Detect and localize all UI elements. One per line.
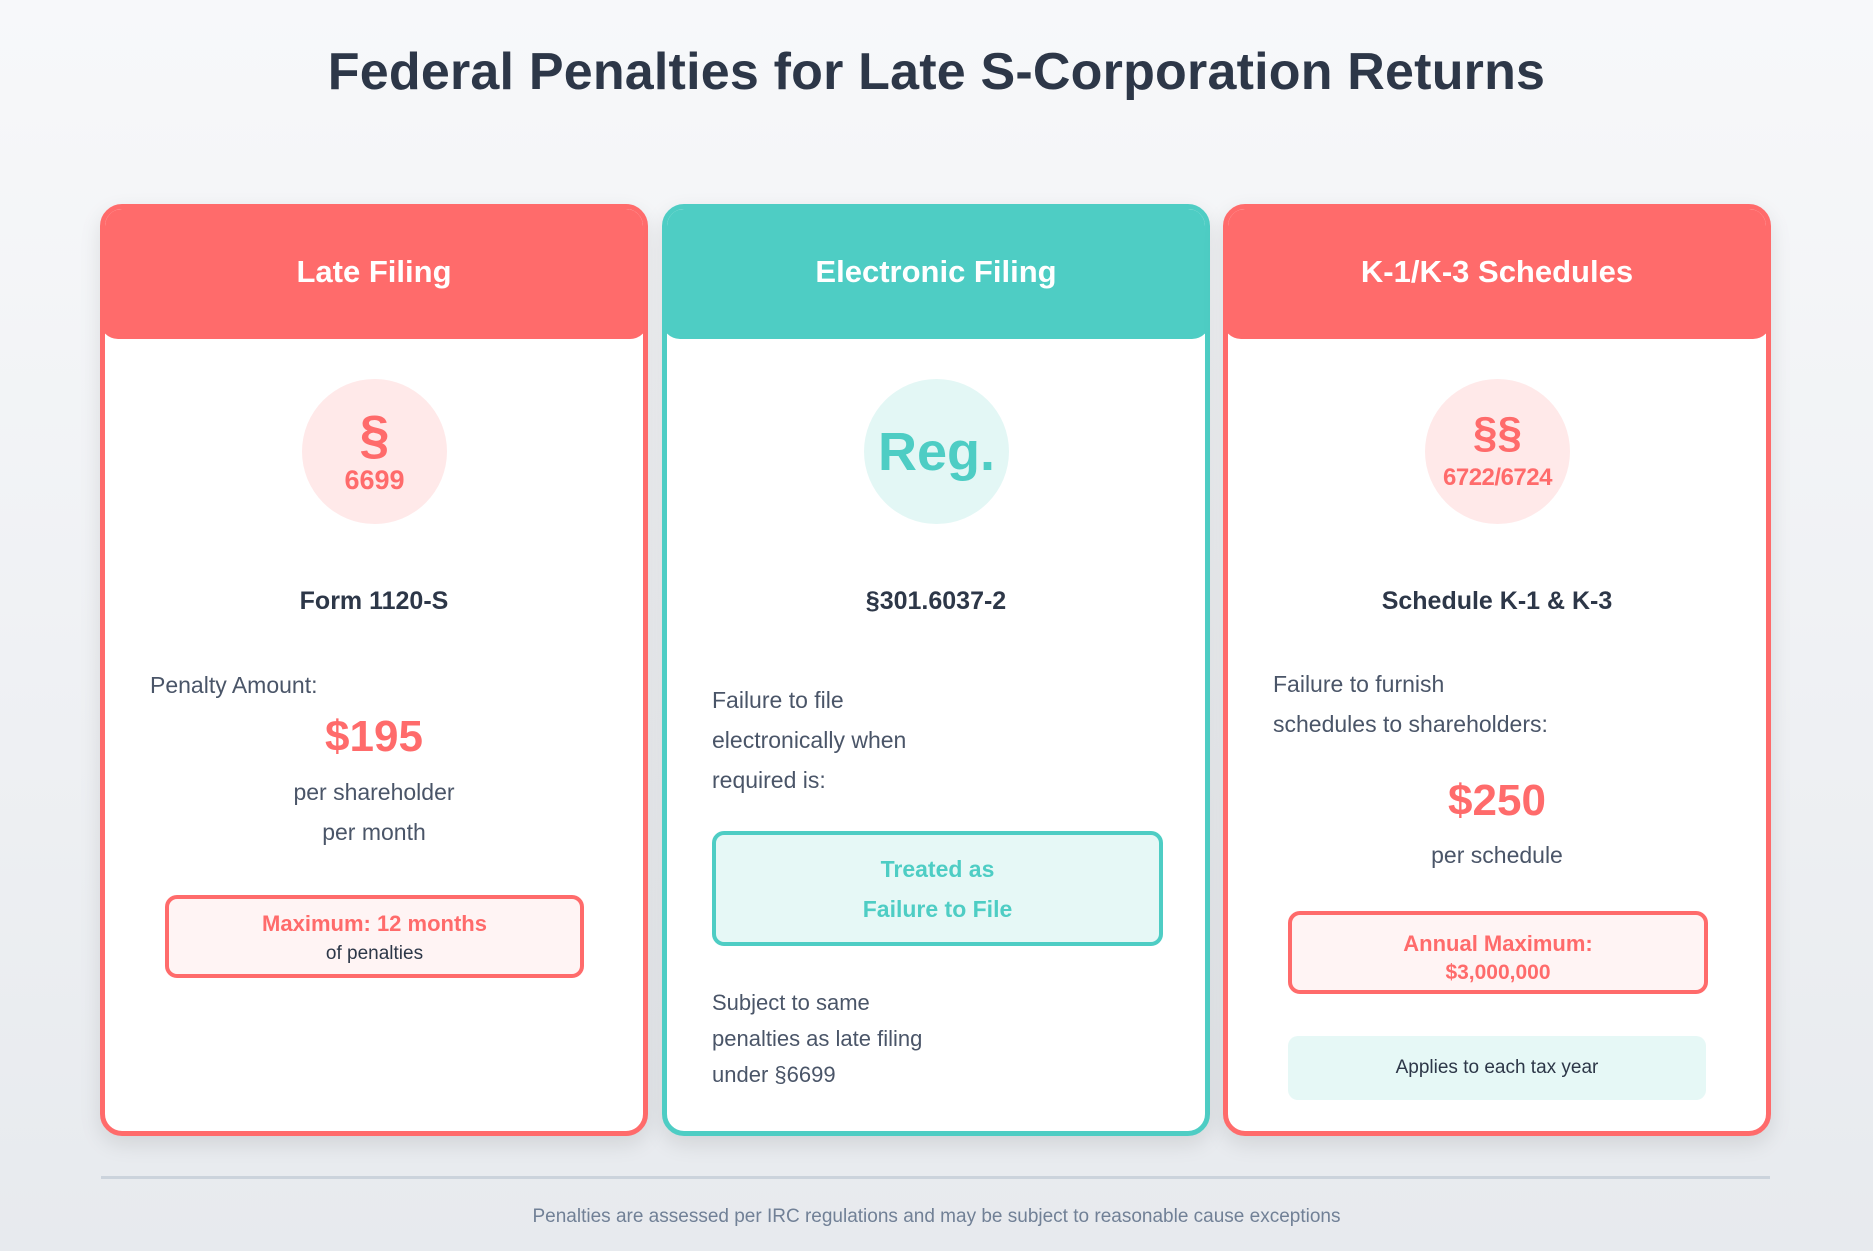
tax-year-note: Applies to each tax year	[1288, 1036, 1706, 1100]
electronic-filing-card: Electronic Filing Reg. §301.6037-2 Failu…	[662, 204, 1210, 1136]
regulation-text: Reg.	[877, 421, 996, 482]
late-filing-card: Late Filing § 6699 Form 1120-S Penalty A…	[100, 204, 648, 1136]
footer-note: Penalties are assessed per IRC regulatio…	[532, 1206, 1341, 1227]
description-line: required is:	[712, 767, 826, 793]
description-line: electronically when	[712, 727, 907, 753]
penalty-unit-line2: per month	[322, 819, 426, 845]
annual-maximum-box: Annual Maximum: $3,000,000	[1288, 911, 1708, 994]
note: Subject to same penalties as late filing…	[712, 985, 922, 1093]
maximum-label: Maximum: 12 months	[262, 911, 487, 936]
card-header: Late Filing	[105, 209, 643, 339]
maximum-box: Maximum: 12 months of penalties	[165, 895, 584, 978]
card-subtitle: Schedule K-1 & K-3	[1381, 587, 1613, 615]
treated-as-line2: Failure to File	[862, 896, 1013, 922]
footer-divider	[101, 1176, 1770, 1179]
section-badge-icon: § 6699	[302, 379, 447, 524]
note-line: penalties as late filing	[712, 1026, 923, 1051]
regulation-badge-icon: Reg.	[864, 379, 1009, 524]
penalty-unit: per schedule	[1431, 842, 1563, 868]
note-line: Subject to same	[712, 990, 870, 1015]
card-header: Electronic Filing	[667, 209, 1205, 339]
annual-maximum-value: $3,000,000	[1445, 961, 1551, 984]
card-header: K-1/K-3 Schedules	[1228, 209, 1766, 339]
description: Failure to file electronically when requ…	[712, 680, 906, 800]
treated-as-line1: Treated as	[880, 856, 995, 882]
penalty-amount: $195	[325, 712, 423, 761]
section-symbol: §§	[1473, 407, 1522, 457]
treated-as-box: Treated as Failure to File	[712, 831, 1163, 946]
description-line: Failure to file	[712, 687, 844, 713]
section-symbol: §	[359, 404, 390, 465]
description-line: schedules to shareholders:	[1273, 711, 1548, 737]
annual-maximum-label: Annual Maximum:	[1403, 931, 1593, 956]
description-line: Failure to furnish	[1273, 671, 1445, 697]
card-subtitle: Form 1120-S	[299, 587, 449, 615]
penalty-amount: $250	[1448, 776, 1546, 825]
description: Failure to furnish schedules to sharehol…	[1273, 664, 1548, 744]
note-line: under §6699	[712, 1062, 836, 1087]
section-number: 6699	[344, 464, 405, 495]
penalty-unit-line1: per shareholder	[293, 779, 455, 805]
card-subtitle: §301.6037-2	[865, 587, 1007, 615]
page-title: Federal Penalties for Late S-Corporation…	[327, 43, 1546, 101]
section-number: 6722/6724	[1443, 463, 1552, 491]
penalty-label: Penalty Amount:	[150, 672, 318, 698]
section-badge-icon: §§ 6722/6724	[1425, 379, 1570, 524]
maximum-sub: of penalties	[325, 943, 424, 964]
k1-k3-schedules-card: K-1/K-3 Schedules §§ 6722/6724 Schedule …	[1223, 204, 1771, 1136]
